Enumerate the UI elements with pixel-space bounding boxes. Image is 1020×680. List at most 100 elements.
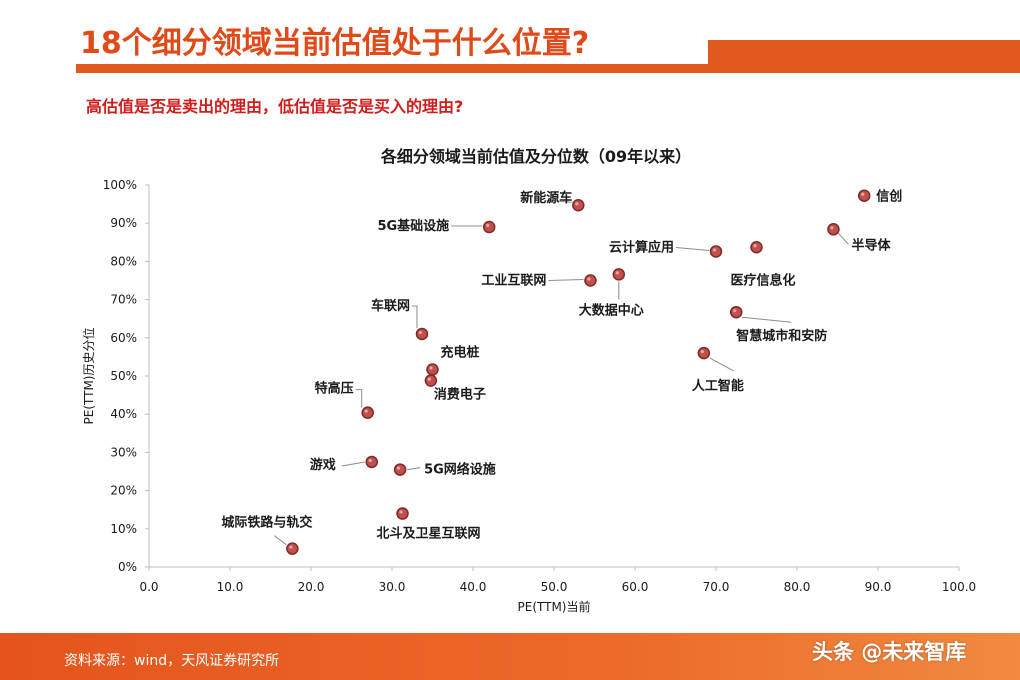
point-label: 游戏	[310, 457, 336, 473]
y-axis-label: PE(TTM)历史分位	[81, 328, 96, 425]
scatter-point	[424, 374, 438, 387]
title-underline	[76, 64, 1020, 73]
leader-line	[341, 461, 365, 467]
point-label: 特高压	[315, 381, 354, 397]
leader-lines	[274, 199, 849, 546]
point-label: 车联网	[371, 298, 410, 314]
scatter-point	[584, 274, 597, 287]
scatter-point	[709, 245, 723, 258]
scatter-point	[415, 327, 429, 341]
scatter-point-highlight	[289, 545, 293, 549]
scatter-point-highlight	[368, 458, 372, 463]
point-label: 大数据中心	[579, 302, 644, 318]
scatter-point-highlight	[733, 309, 737, 313]
scatter-point-highlight	[830, 226, 834, 230]
y-tick-label: 10%	[110, 522, 137, 536]
point-label: 工业互联网	[481, 273, 546, 289]
leader-line	[548, 279, 584, 281]
x-tick-label: 20.0	[298, 580, 325, 594]
y-tick-label: 20%	[110, 484, 137, 498]
point-label: 人工智能	[692, 378, 744, 394]
y-tick-label: 50%	[110, 369, 137, 383]
scatter-point-highlight	[700, 349, 704, 354]
scatter-point-highlight	[712, 248, 717, 252]
y-tick-label: 30%	[110, 445, 137, 459]
x-axis-label: PE(TTM)当前	[518, 599, 591, 614]
scatter-point	[365, 455, 378, 469]
scatter-point	[393, 463, 407, 476]
leader-line	[274, 535, 287, 546]
y-tick-label: 100%	[103, 178, 137, 192]
scatter-point-highlight	[399, 510, 403, 514]
scatter-point	[750, 241, 763, 254]
y-tick-label: 90%	[110, 216, 137, 230]
leader-line	[675, 246, 710, 251]
leader-line	[742, 316, 792, 323]
leader-line	[411, 305, 418, 328]
scatter-point-highlight	[861, 192, 865, 196]
scatter-point-highlight	[397, 466, 401, 470]
y-tick-label: 70%	[110, 293, 137, 307]
scatter-point	[572, 198, 585, 212]
x-tick-label: 0.0	[139, 580, 158, 594]
scatter-point	[857, 189, 871, 202]
scatter-point	[730, 305, 743, 319]
leader-line	[407, 467, 421, 471]
x-tick-label: 90.0	[865, 580, 892, 594]
x-tick-label: 30.0	[379, 580, 406, 594]
footer-bar	[0, 633, 1020, 680]
leader-line	[546, 199, 573, 203]
point-label: 5G基础设施	[377, 218, 449, 234]
scatter-point-highlight	[753, 244, 757, 248]
leader-line	[838, 232, 849, 245]
point-label: 云计算应用	[609, 239, 674, 255]
axis-ticks: 0.0 10.0 20.0 30.0 40.0 50.0 60.0 70.0 80.0 90.0 1…	[103, 178, 976, 594]
scatter-chart: 各细分领域当前估值及分位数（09年以来） 0.0 10.0 20.0 30.0 40.0…	[81, 147, 976, 614]
point-label: 新能源车	[520, 190, 572, 206]
scatter-point	[426, 363, 439, 376]
scatter-point-highlight	[429, 366, 433, 370]
scatter-point	[612, 268, 626, 281]
scatter-point	[396, 507, 409, 520]
page-subtitle: 高估值是否是卖出的理由，低估值是否是买入的理由?	[86, 97, 464, 116]
scatter-point-highlight	[575, 202, 579, 206]
point-label: 信创	[876, 189, 902, 205]
point-label: 医疗信息化	[731, 272, 796, 288]
point-label: 消费电子	[434, 387, 486, 403]
scatter-point-highlight	[615, 271, 619, 275]
footer-source: 资料来源：wind，天风证券研究所	[64, 653, 280, 669]
leader-line	[709, 357, 735, 372]
point-label: 半导体	[851, 237, 891, 253]
point-label: 充电桩	[441, 345, 480, 361]
scatter-point-highlight	[427, 377, 431, 381]
watermark: 头条 @未来智库	[812, 640, 967, 664]
scatter-point	[827, 223, 840, 236]
scatter-point	[482, 220, 496, 234]
scatter-point-highlight	[364, 409, 368, 413]
y-tick-label: 60%	[110, 331, 137, 345]
y-tick-label: 40%	[110, 407, 137, 421]
scatter-point-highlight	[418, 330, 423, 335]
page-title: 18个细分领域当前估值处于什么位置?	[80, 26, 590, 61]
scatter-point	[286, 542, 299, 555]
x-tick-label: 10.0	[217, 580, 244, 594]
scatter-point	[361, 406, 374, 419]
x-tick-label: 100.0	[942, 580, 976, 594]
data-points	[286, 189, 871, 555]
leader-line	[355, 389, 363, 408]
point-label: 智慧城市和安防	[736, 328, 827, 344]
point-label: 城际铁路与轨交	[221, 515, 312, 531]
scatter-point-highlight	[486, 223, 490, 228]
x-tick-label: 50.0	[541, 580, 568, 594]
scatter-point-highlight	[587, 277, 591, 281]
point-label: 北斗及卫星互联网	[377, 527, 481, 542]
scatter-point	[697, 346, 711, 360]
y-tick-label: 0%	[118, 560, 137, 574]
point-label: 5G网络设施	[424, 462, 496, 478]
x-tick-label: 40.0	[460, 580, 487, 594]
x-tick-label: 70.0	[703, 580, 730, 594]
x-tick-label: 60.0	[622, 580, 649, 594]
y-tick-label: 80%	[110, 254, 137, 268]
chart-title: 各细分领域当前估值及分位数（09年以来）	[380, 147, 691, 166]
